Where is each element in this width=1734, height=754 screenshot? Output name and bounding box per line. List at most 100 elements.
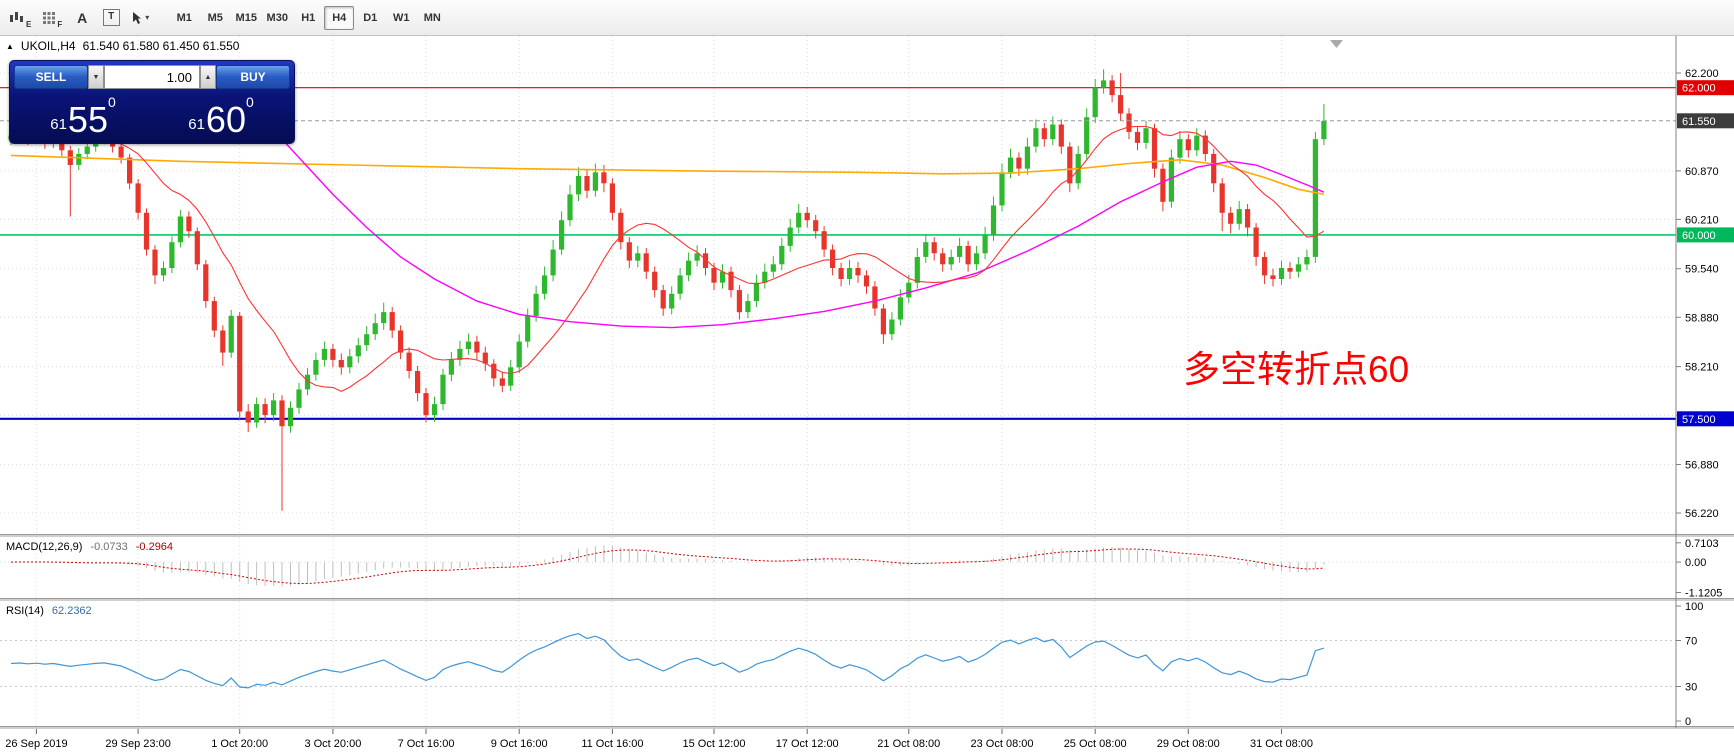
candle-body [237,315,243,412]
rsi-label: RSI(14) [6,605,44,617]
candle-body [516,341,522,368]
candle-body [1024,146,1030,169]
icon-sub-label: E [26,19,32,29]
text-a-icon[interactable]: A [69,5,95,31]
bar-chart-e-icon[interactable]: E [5,5,35,31]
time-axis-label: 25 Oct 08:00 [1064,738,1127,750]
candle-body [194,231,200,265]
candle-body [753,282,759,302]
price-tag: 57.500 [1682,414,1716,426]
panel-separator[interactable] [0,726,1734,729]
candle-body [1245,209,1251,228]
candle-body [1109,80,1115,96]
candle-body [127,157,133,184]
text-frame-t-icon[interactable]: T [98,5,124,31]
candle-body [1101,80,1107,88]
candle-body [372,323,378,335]
candle-body [347,356,353,368]
rsi-axis-label: 70 [1685,636,1697,648]
candle-body [220,330,226,353]
panel-separator[interactable] [0,534,1734,537]
price-axis-label: 56.880 [1685,460,1719,472]
sell-button[interactable]: SELL [14,65,88,89]
timeframe-m30[interactable]: M30 [262,6,292,30]
candle-body [804,212,810,221]
timeframe-m1[interactable]: M1 [169,6,199,30]
candle-body [84,146,90,154]
candle-body [550,249,556,276]
candle-body [618,212,624,243]
candle-body [1287,268,1293,272]
time-axis-label: 7 Oct 16:00 [398,738,455,750]
timeframe-m5[interactable]: M5 [200,6,230,30]
candle-body [838,268,844,279]
buy-price-big: 60 [205,99,246,141]
candle-body [609,183,615,213]
time-axis[interactable]: 26 Sep 2019 29 Sep 23:00 1 Oct 20:00 3 Oct … [5,729,1313,750]
rsi-indicator-header: RSI(14) 62.2362 [6,605,92,617]
candle-body [669,293,675,309]
candle-body [880,308,886,335]
candle-body [1321,120,1327,140]
candle-body [626,242,632,261]
candle-body [448,360,454,375]
timeframe-w1[interactable]: W1 [386,6,416,30]
candle-body [143,212,150,250]
price-axis-label: 60.210 [1685,214,1719,226]
icon-sub-label: F [57,19,63,29]
candle-body [245,411,251,423]
candle-body [415,371,421,394]
volume-input[interactable] [104,65,200,89]
timeframe-d1[interactable]: D1 [355,6,385,30]
price-axis[interactable]: 62.200 60.870 60.210 59.540 58.880 58.210 57.5… [1675,36,1734,728]
candle-body [1185,139,1191,151]
candle-body [906,282,912,298]
candle-body [719,271,726,283]
buy-button[interactable]: BUY [216,65,290,89]
cursor-arrow-icon [133,11,142,24]
macd-axis-label: 0.7103 [1685,538,1719,550]
candle-body [1312,139,1318,257]
candle-body [872,286,878,309]
volume-decrease-button[interactable]: ▼ [88,65,104,89]
candle-body [1050,124,1056,140]
candle-body [389,312,395,331]
trade-panel-toggle-icon[interactable]: ▲ [6,41,14,51]
chart-shift-marker[interactable] [1330,40,1343,48]
sell-price[interactable]: 61 55 0 [14,91,152,139]
ohlc-values: 61.540 61.580 61.450 61.550 [82,39,240,53]
candle-body [1194,135,1200,151]
time-axis-label: 23 Oct 08:00 [971,738,1034,750]
candle-body [567,194,573,221]
price-tag-bg [1677,411,1734,427]
panel-separator[interactable] [0,598,1734,601]
candle-body [499,378,505,386]
cursor-tool-icon[interactable]: ▾ [127,5,153,31]
candle-body [474,341,480,353]
timeframe-h4[interactable]: H4 [324,5,355,30]
timeframe-h1[interactable]: H1 [293,6,323,30]
candle-body [897,297,903,320]
candle-body [652,271,658,291]
chart-workspace: 62.200 60.870 60.210 59.540 58.880 58.210 57.5… [0,36,1734,754]
timeframe-mn[interactable]: MN [417,6,447,30]
volume-increase-button[interactable]: ▲ [200,65,216,89]
candle-body [830,249,836,268]
buy-price[interactable]: 61 60 0 [152,91,290,139]
candle-body [1092,87,1098,118]
timeframe-m15[interactable]: M15 [231,6,261,30]
candle-body [728,271,734,291]
candle-body [677,275,683,294]
chart-canvas[interactable]: 62.200 60.870 60.210 59.540 58.880 58.210 57.5… [0,36,1734,754]
price-tag: 61.550 [1682,116,1716,128]
candle-body [398,330,404,353]
candle-body [1202,135,1208,154]
rsi-axis-label: 100 [1685,601,1703,613]
candle-body [745,301,751,313]
grid-f-icon[interactable]: F [38,5,66,31]
candle-body [304,374,311,390]
time-axis-label: 1 Oct 20:00 [211,738,268,750]
price-axis-label: 62.200 [1685,68,1719,80]
time-axis-label: 29 Oct 08:00 [1157,738,1220,750]
